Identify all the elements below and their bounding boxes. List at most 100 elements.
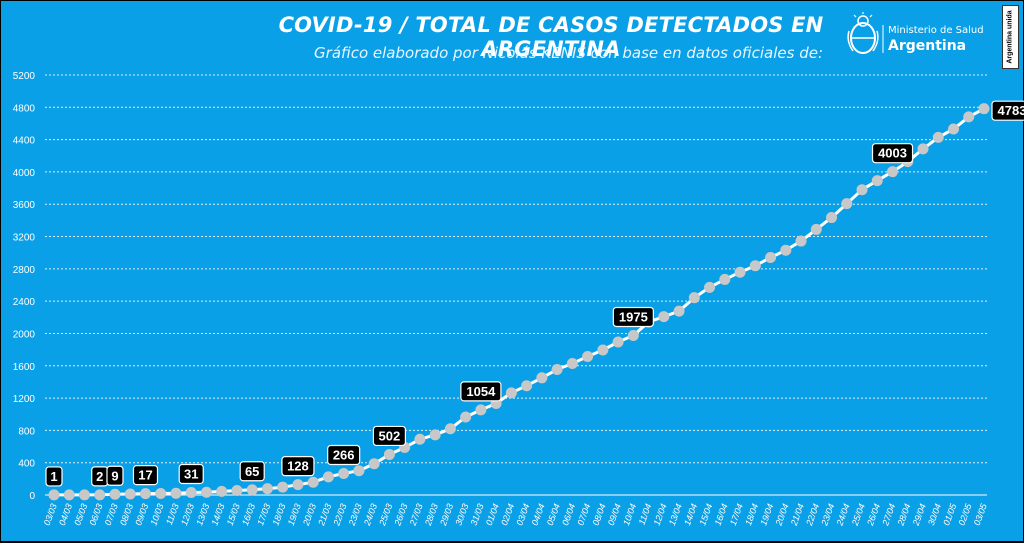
data-label-box <box>106 465 124 486</box>
data-point <box>78 489 90 501</box>
data-point <box>307 476 319 488</box>
data-label: 266 <box>333 448 355 463</box>
data-label: 1975 <box>619 309 648 324</box>
data-point <box>978 103 990 115</box>
y-tick-label: 0 <box>29 491 35 502</box>
data-point <box>734 266 746 278</box>
data-label-box <box>281 456 315 477</box>
data-point <box>688 292 700 304</box>
y-tick-label: 3600 <box>13 200 36 211</box>
ministry-country: Argentina <box>888 38 967 54</box>
data-point <box>292 479 304 491</box>
data-point <box>338 468 350 480</box>
data-label-box <box>45 466 63 487</box>
argentina-unida-badge <box>1002 5 1019 69</box>
data-label: 502 <box>379 428 401 443</box>
data-label: 2 <box>96 469 103 484</box>
data-label: 31 <box>184 466 198 481</box>
y-tick-label: 5200 <box>13 71 36 82</box>
data-point <box>871 175 883 187</box>
data-point <box>246 484 258 496</box>
data-point <box>94 489 106 501</box>
data-label-box <box>178 463 204 485</box>
data-point <box>185 486 197 498</box>
data-point <box>261 483 273 495</box>
x-tick-label: 03/05 <box>972 501 989 527</box>
y-tick-label: 4800 <box>13 103 36 114</box>
data-point <box>368 458 380 470</box>
data-point <box>658 311 670 323</box>
data-point <box>277 481 289 493</box>
data-point <box>963 111 975 123</box>
data-point <box>231 484 243 496</box>
data-point <box>414 433 426 445</box>
data-point <box>719 273 731 285</box>
data-label-box <box>327 444 361 466</box>
y-tick-label: 800 <box>18 426 35 437</box>
data-point <box>109 488 121 500</box>
data-point <box>170 487 182 499</box>
data-point <box>383 448 395 460</box>
data-point <box>795 235 807 247</box>
data-label-box <box>132 465 159 486</box>
data-label-box <box>991 100 1024 121</box>
data-label-box <box>372 425 407 447</box>
y-tick-label: 1600 <box>13 362 36 373</box>
data-label-box <box>460 381 502 402</box>
data-point <box>444 423 456 435</box>
y-tick-label: 2400 <box>13 297 36 308</box>
data-point <box>826 212 838 224</box>
data-label: 4783 <box>998 103 1024 118</box>
data-point <box>139 488 151 500</box>
data-label: 1 <box>50 469 57 484</box>
data-label-box <box>612 306 654 328</box>
data-point <box>322 471 334 483</box>
data-point <box>810 223 822 235</box>
chart-subtitle: Gráfico elaborado por Nicolás KENIS con … <box>314 44 823 62</box>
data-point <box>521 380 533 392</box>
data-point <box>749 260 761 272</box>
data-point <box>948 123 960 135</box>
data-point <box>627 329 639 341</box>
data-point <box>429 429 441 441</box>
data-point <box>566 358 578 370</box>
data-point <box>460 411 472 423</box>
y-tick-label: 4400 <box>13 136 36 147</box>
data-label: 4003 <box>878 146 907 161</box>
data-label: 17 <box>138 468 152 483</box>
y-tick-label: 4000 <box>13 168 36 179</box>
data-point <box>505 387 517 399</box>
data-point <box>124 488 136 500</box>
data-point <box>155 487 167 499</box>
data-label-box <box>239 461 265 482</box>
data-label: 65 <box>245 464 259 479</box>
series-line <box>54 107 985 497</box>
data-label: 128 <box>287 459 309 474</box>
data-point <box>932 131 944 143</box>
data-point <box>704 281 716 293</box>
data-point <box>200 486 212 498</box>
data-label-box <box>871 143 914 164</box>
data-point <box>582 350 594 362</box>
y-tick-label: 1200 <box>13 394 36 405</box>
data-point <box>841 198 853 210</box>
data-point <box>475 404 487 416</box>
data-point <box>765 251 777 263</box>
data-point <box>597 344 609 356</box>
data-point <box>63 489 75 501</box>
data-point <box>856 184 868 196</box>
data-point <box>551 363 563 375</box>
data-point <box>353 465 365 477</box>
data-point <box>536 372 548 384</box>
ministry-name: Ministerio de Salud <box>888 25 984 36</box>
data-point <box>612 336 624 348</box>
data-point <box>48 489 60 501</box>
data-point <box>780 244 792 256</box>
y-tick-label: 400 <box>18 459 35 470</box>
chart-title: COVID-19 / TOTAL DE CASOS DETECTADOS EN … <box>278 13 824 61</box>
data-point <box>216 485 228 497</box>
data-point <box>887 166 899 178</box>
data-point <box>917 143 929 155</box>
